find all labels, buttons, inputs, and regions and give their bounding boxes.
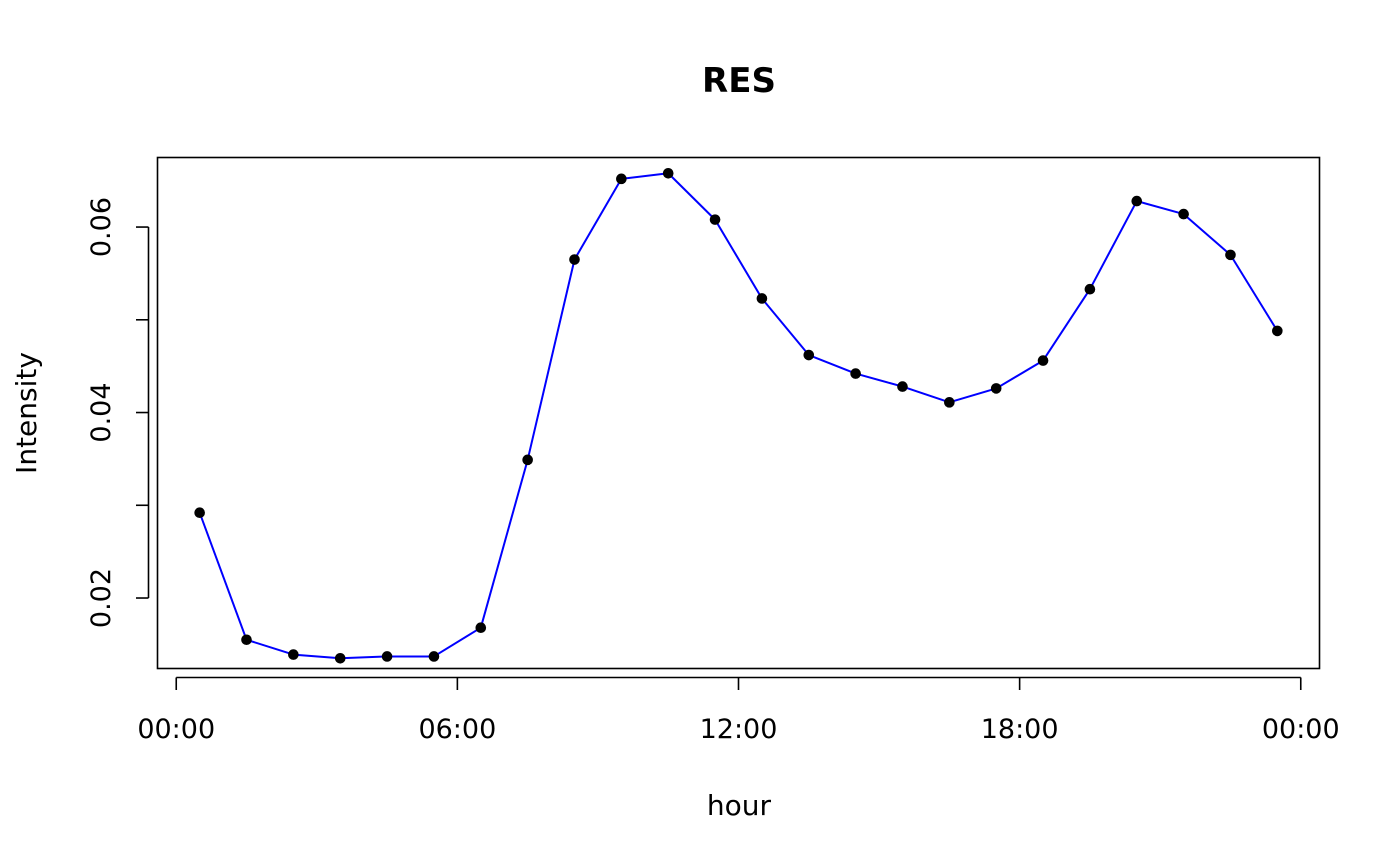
y-tick-label: 0.04 — [86, 382, 117, 442]
data-point — [241, 634, 252, 646]
data-point — [897, 381, 908, 392]
series-segment — [667, 172, 716, 221]
series-segment — [526, 259, 576, 461]
data-point — [428, 651, 440, 662]
x-tick-label: 06:00 — [418, 714, 496, 745]
data-point — [1225, 249, 1236, 261]
data-point — [381, 651, 393, 662]
series-segment — [714, 219, 763, 299]
series-segment — [1089, 200, 1138, 290]
data-point — [1037, 355, 1049, 366]
data-point — [1131, 195, 1143, 207]
data-point — [662, 167, 674, 179]
x-axis-label: hour — [707, 789, 772, 822]
data-point — [194, 507, 205, 518]
data-point — [1084, 283, 1096, 295]
plot-frame — [156, 156, 1321, 670]
y-axis-label: Intensity — [10, 352, 43, 474]
x-tick-label: 18:00 — [981, 714, 1059, 745]
series-segment — [949, 387, 997, 404]
series-segment — [621, 172, 669, 180]
series-segment — [1182, 213, 1232, 256]
y-tick-label: 0.06 — [86, 197, 117, 257]
x-axis: 00:00 06:00 12:00 18:00 00:00 — [137, 676, 1340, 745]
series-segment — [995, 359, 1044, 390]
series-segment — [479, 459, 529, 628]
data-point — [288, 649, 299, 660]
data-point — [334, 652, 346, 664]
series-segment — [293, 653, 341, 660]
x-tick-label: 12:00 — [700, 714, 778, 745]
data-point — [990, 383, 1002, 394]
series-segment — [198, 512, 248, 641]
y-axis: 0.02 0.04 0.06 — [86, 197, 150, 628]
series-segment — [246, 638, 294, 656]
data-point — [709, 214, 721, 225]
series-segment — [433, 626, 482, 658]
data-point — [616, 173, 627, 185]
data-point — [944, 397, 955, 408]
series-segment — [573, 178, 623, 261]
series-segment — [855, 372, 903, 388]
data-point — [475, 622, 487, 633]
data-point — [522, 454, 533, 466]
y-tick-label: 0.02 — [86, 568, 117, 628]
series-segment — [1136, 200, 1184, 216]
data-point — [803, 349, 815, 361]
x-tick-label: 00:00 — [137, 714, 215, 745]
data-point — [1272, 325, 1283, 337]
series-segment — [902, 385, 950, 404]
series-segment — [1229, 254, 1279, 332]
series-segment — [340, 655, 388, 660]
data-point — [850, 368, 861, 379]
x-tick-label: 00:00 — [1262, 714, 1340, 745]
data-point — [569, 254, 580, 265]
data-point — [1178, 208, 1189, 220]
series-segment — [808, 354, 857, 375]
series-layer — [194, 167, 1283, 664]
series-segment — [1042, 288, 1091, 362]
series-segment — [761, 297, 810, 356]
data-point — [756, 293, 768, 304]
chart-title: RES — [702, 61, 776, 101]
